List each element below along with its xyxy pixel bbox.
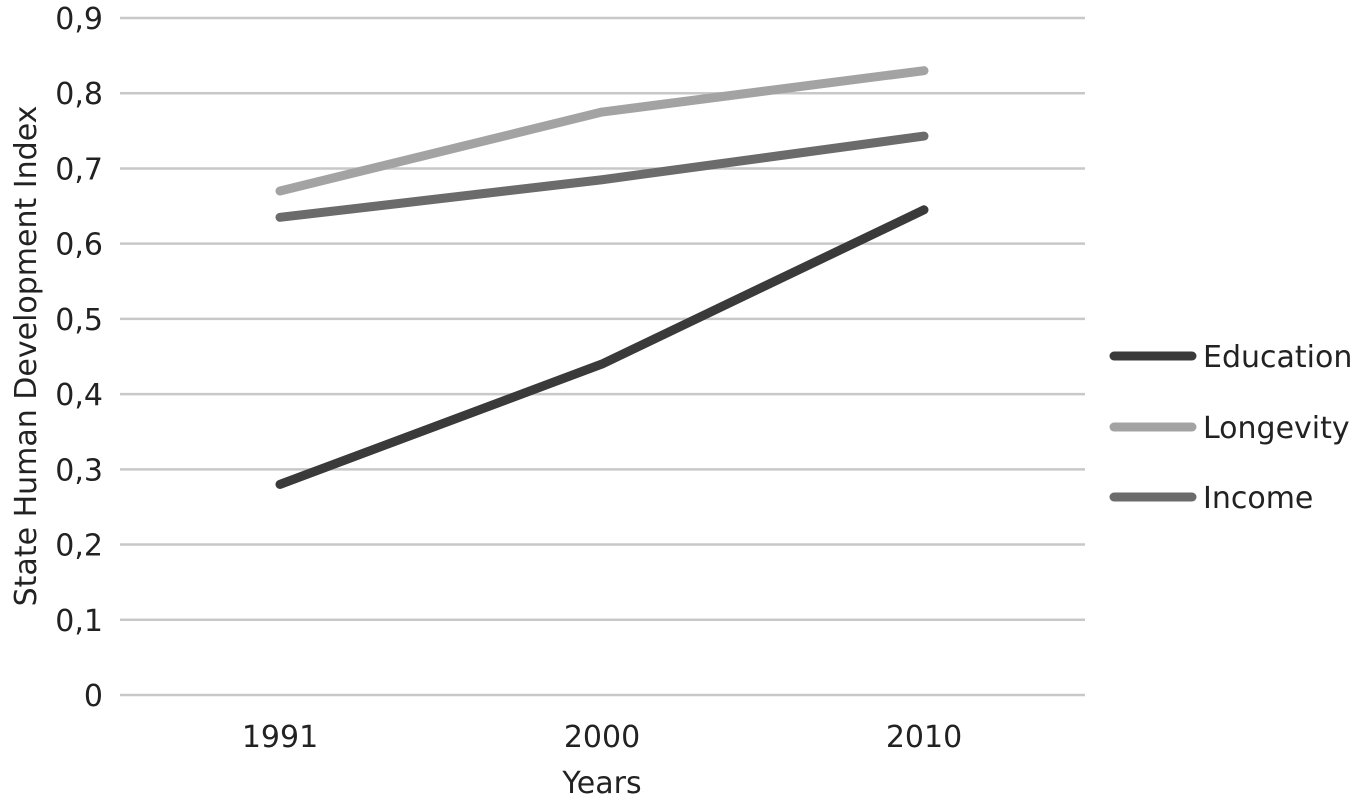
x-axis-ticks: 1991 2000 2010 xyxy=(242,720,962,755)
legend: Education Longevity Income xyxy=(1109,340,1352,516)
x-tick-label: 2000 xyxy=(564,720,640,755)
y-tick-label: 0,4 xyxy=(55,378,103,413)
gridlines xyxy=(120,16,1085,697)
y-tick-label: 0,2 xyxy=(55,529,103,564)
y-tick-label: 0,7 xyxy=(55,152,103,187)
x-tick-label: 1991 xyxy=(242,720,318,755)
legend-label-income: Income xyxy=(1203,481,1313,516)
y-axis-ticks: 0 0,1 0,2 0,3 0,4 0,5 0,6 0,7 0,8 0,9 xyxy=(55,2,103,714)
series-line-income xyxy=(275,131,929,222)
y-tick-label: 0 xyxy=(84,679,103,714)
series-line-longevity xyxy=(275,66,929,196)
legend-label-longevity: Longevity xyxy=(1203,411,1350,446)
y-tick-label: 0,8 xyxy=(55,77,103,112)
y-tick-label: 0,5 xyxy=(55,303,103,338)
series-lines xyxy=(275,66,929,489)
y-axis-title: State Human Development Index xyxy=(9,106,44,607)
x-tick-label: 2010 xyxy=(886,720,962,755)
series-line-education xyxy=(275,205,929,489)
legend-label-education: Education xyxy=(1203,340,1352,375)
y-tick-label: 0,9 xyxy=(55,2,103,37)
y-tick-label: 0,6 xyxy=(55,228,103,263)
x-axis-title: Years xyxy=(561,766,641,796)
y-tick-label: 0,1 xyxy=(55,604,103,639)
y-tick-label: 0,3 xyxy=(55,453,103,488)
